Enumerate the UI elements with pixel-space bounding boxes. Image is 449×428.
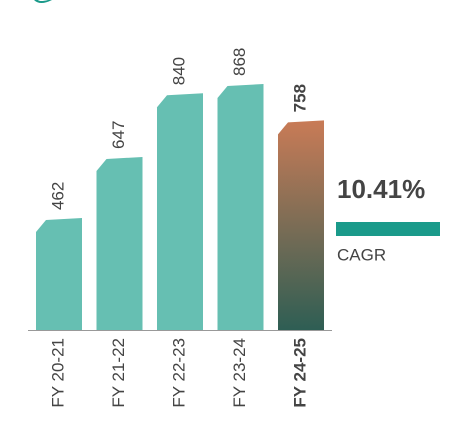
value-label: 462 [48, 182, 67, 210]
cagr-line [336, 222, 440, 236]
x-tick-label: FY 24-25 [290, 338, 309, 408]
bar [96, 156, 143, 330]
value-label: 868 [230, 48, 249, 76]
value-label: 840 [169, 57, 188, 85]
x-tick-label: FY 20-21 [48, 338, 67, 408]
bar [157, 93, 203, 330]
bar [217, 84, 264, 330]
bar [278, 120, 324, 330]
value-label: 647 [109, 121, 128, 149]
cagr-label: CAGR [337, 245, 386, 264]
value-label: 758 [290, 84, 309, 112]
decoration [34, 0, 52, 3]
x-tick-label: FY 21-22 [109, 338, 128, 408]
x-tick-label: FY 22-23 [169, 338, 188, 408]
bar [36, 218, 82, 330]
x-tick-label: FY 23-24 [230, 338, 249, 408]
cagr-value: 10.41% [337, 174, 425, 204]
